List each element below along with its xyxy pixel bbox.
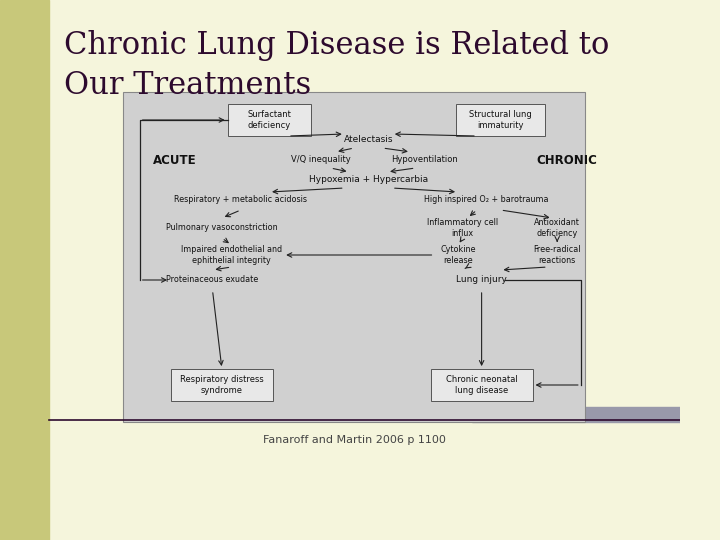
Bar [228,104,311,136]
Text: Antioxidant
deficiency: Antioxidant deficiency [534,218,580,238]
Text: Fanaroff and Martin 2006 p 1100: Fanaroff and Martin 2006 p 1100 [263,435,446,445]
Text: Chronic Lung Disease is Related to: Chronic Lung Disease is Related to [64,30,610,61]
Bar [0,0,49,540]
Text: Chronic neonatal
lung disease: Chronic neonatal lung disease [446,375,518,395]
Text: Cytokine
release: Cytokine release [440,245,476,265]
Text: High inspired O₂ + barotrauma: High inspired O₂ + barotrauma [424,195,549,205]
Bar [456,104,545,136]
Text: Free-radical
reactions: Free-radical reactions [534,245,581,265]
Text: Our Treatments: Our Treatments [64,70,312,101]
Text: V/Q inequality: V/Q inequality [291,156,351,165]
Text: Inflammatory cell
influx: Inflammatory cell influx [427,218,498,238]
Text: ACUTE: ACUTE [153,153,197,166]
Text: Lung injury: Lung injury [456,275,507,285]
Bar [123,92,585,422]
Text: Proteinaceous exudate: Proteinaceous exudate [166,275,258,285]
Text: Atelectasis: Atelectasis [343,136,393,145]
Text: CHRONIC: CHRONIC [536,153,597,166]
Text: Respiratory + metabolic acidosis: Respiratory + metabolic acidosis [174,195,307,205]
Text: Pulmonary vasoconstriction: Pulmonary vasoconstriction [166,224,278,233]
Text: Impaired endothelial and
ephithelial integrity: Impaired endothelial and ephithelial int… [181,245,282,265]
Bar [431,369,533,401]
Bar [171,369,273,401]
Text: Hypoventilation: Hypoventilation [392,156,459,165]
Text: Hypoxemia + Hypercarbia: Hypoxemia + Hypercarbia [309,176,428,185]
Text: Surfactant
deficiency: Surfactant deficiency [247,110,291,130]
Text: Respiratory distress
syndrome: Respiratory distress syndrome [180,375,264,395]
Text: Structural lung
immaturity: Structural lung immaturity [469,110,532,130]
Bar [472,407,680,422]
